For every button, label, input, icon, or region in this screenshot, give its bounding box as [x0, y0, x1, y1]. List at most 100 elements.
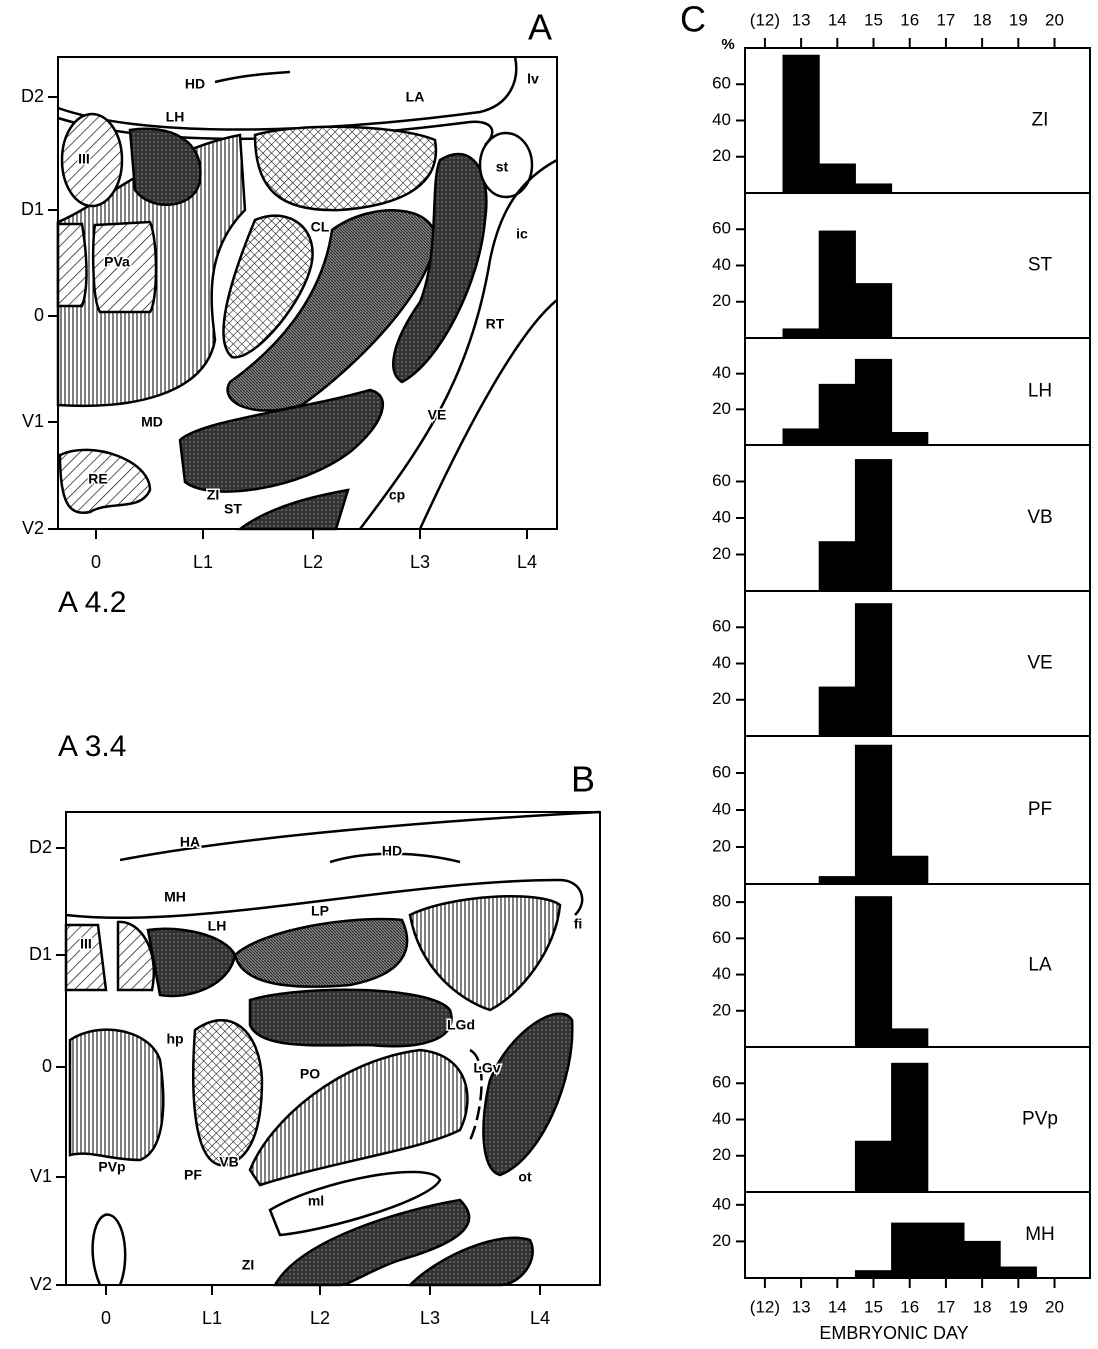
y-tick-label: 60: [712, 74, 731, 93]
region-label: fi: [574, 916, 583, 932]
panel-label: A: [528, 7, 552, 48]
region-label: RT: [486, 316, 505, 332]
x-tick-label: 16: [900, 10, 919, 29]
bar: [819, 231, 855, 338]
x-tick-label: L4: [530, 1308, 550, 1328]
region-label: PVp: [98, 1159, 125, 1175]
region-label: ZI: [242, 1257, 254, 1273]
x-tick-label: L1: [193, 552, 213, 572]
x-tick-label: 13: [792, 10, 811, 29]
x-tick-label: 14: [828, 10, 847, 29]
region-label: CL: [311, 219, 330, 235]
bar: [855, 604, 891, 736]
y-tick-label: 40: [712, 507, 731, 526]
y-tick-label: V1: [30, 1166, 52, 1186]
y-tick-label: 20: [712, 836, 731, 855]
series-label: PVp: [1022, 1109, 1058, 1130]
bar: [855, 1271, 891, 1278]
region-label: ml: [308, 1193, 324, 1209]
y-tick-label: 0: [42, 1056, 52, 1076]
y-tick-label: D2: [21, 86, 44, 106]
caption: A 4.2: [58, 586, 126, 619]
bar: [855, 284, 891, 338]
x-tick-label: (12): [750, 1297, 780, 1316]
y-tick-label: D2: [29, 837, 52, 857]
region-label: PO: [300, 1066, 320, 1082]
bar: [819, 877, 855, 884]
x-tick-label: 13: [792, 1297, 811, 1316]
y-tick-label: 80: [712, 892, 731, 911]
region-label: lv: [527, 71, 539, 87]
bar: [819, 384, 855, 445]
region-label: LGv: [473, 1060, 500, 1076]
bar: [819, 542, 855, 591]
y-tick-label: 60: [712, 617, 731, 636]
y-tick-label: 60: [712, 1073, 731, 1092]
x-tick-label: L2: [310, 1308, 330, 1328]
y-tick-label: 20: [712, 1145, 731, 1164]
x-tick-label: L2: [303, 552, 323, 572]
outline: [93, 1215, 126, 1285]
bar: [928, 1223, 964, 1278]
panel-label: B: [571, 759, 595, 800]
region-label: PVa: [104, 254, 130, 270]
caption: A 3.4: [58, 730, 126, 763]
y-tick-label: V2: [30, 1274, 52, 1294]
y-tick-label: 20: [712, 1000, 731, 1019]
series-label: LA: [1028, 955, 1052, 976]
y-tick-label: 60: [712, 928, 731, 947]
bar: [855, 1141, 891, 1192]
region-label: hp: [166, 1031, 183, 1047]
y-tick-label: 40: [712, 1194, 731, 1213]
x-tick-label: 17: [936, 10, 955, 29]
x-tick-label: L3: [420, 1308, 440, 1328]
region-lgd: [410, 896, 560, 1010]
x-tick-label: 18: [973, 10, 992, 29]
y-tick-label: 20: [712, 1231, 731, 1250]
series-label: LH: [1028, 381, 1052, 402]
bar: [783, 429, 819, 445]
y-tick-label: 0: [34, 305, 44, 325]
x-tick-label: L1: [202, 1308, 222, 1328]
region-lp: [235, 919, 407, 987]
diagram-b: [66, 812, 600, 1285]
y-axis-label: %: [721, 36, 734, 53]
region-label: cp: [389, 487, 405, 503]
y-tick-label: 40: [712, 363, 731, 382]
series-label: PF: [1028, 799, 1052, 820]
region-label: ST: [224, 501, 242, 517]
x-tick-label: 15: [864, 10, 883, 29]
region-label: VB: [219, 1154, 238, 1170]
y-tick-label: 40: [712, 110, 731, 129]
x-tick-label: 0: [101, 1308, 111, 1328]
y-tick-label: 20: [712, 291, 731, 310]
region-po: [250, 990, 452, 1046]
region-pvp: [70, 1030, 163, 1160]
series-label: ZI: [1032, 110, 1049, 131]
region-label: HD: [382, 843, 402, 859]
y-tick-label: 20: [712, 146, 731, 165]
page: AA 4.2D2D10V1V20L1L2L3L4HDlvLALHIIIstCLi…: [0, 0, 1098, 1349]
bar: [819, 164, 855, 193]
y-tick-label: 20: [712, 689, 731, 708]
y-tick-label: V2: [22, 518, 44, 538]
region-vb: [250, 1050, 467, 1185]
y-tick-label: 60: [712, 219, 731, 238]
bar: [892, 1029, 928, 1047]
bar: [964, 1241, 1000, 1278]
x-tick-label: 18: [973, 1297, 992, 1316]
region-label: LA: [406, 89, 425, 105]
series-label: MH: [1025, 1224, 1055, 1245]
x-tick-label: 19: [1009, 10, 1028, 29]
bar: [855, 745, 891, 884]
bar: [855, 460, 891, 591]
region-label: ZI: [207, 487, 219, 503]
bar: [892, 1223, 928, 1278]
bar: [783, 55, 819, 193]
outline: [215, 72, 290, 82]
x-tick-label: L3: [410, 552, 430, 572]
diagram-a: [58, 57, 557, 529]
y-tick-label: D1: [21, 199, 44, 219]
x-tick-label: 19: [1009, 1297, 1028, 1316]
bar: [855, 359, 891, 445]
